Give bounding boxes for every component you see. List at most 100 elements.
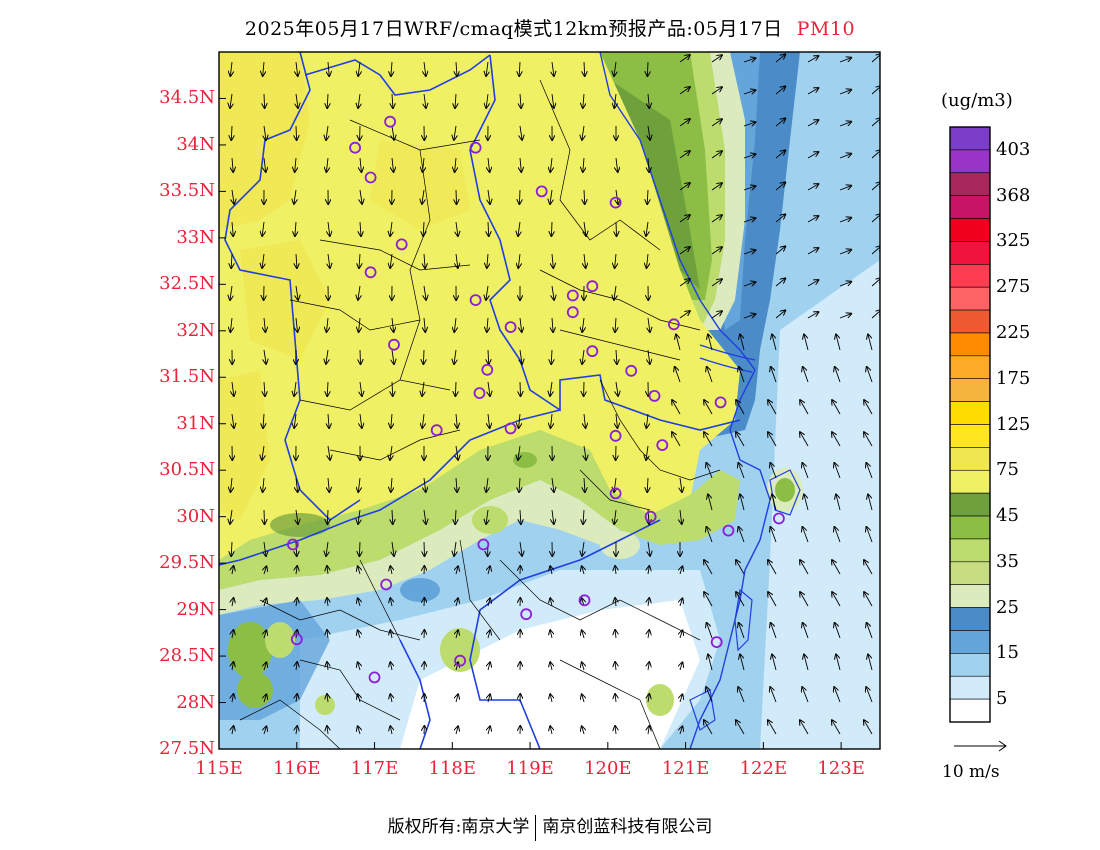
wind-arrow: [456, 253, 458, 268]
legend-bin: [949, 469, 991, 494]
wind-arrow: [679, 215, 690, 223]
legend-bin: [949, 195, 991, 219]
wind-arrow: [424, 317, 425, 332]
wind-arrow: [739, 623, 745, 639]
wind-arrow: [424, 477, 426, 492]
wind-arrow: [392, 541, 394, 556]
wind-arrow: [392, 157, 394, 172]
wind-arrow: [711, 55, 722, 63]
wind-arrow: [648, 566, 649, 575]
wind-arrow: [392, 509, 393, 524]
wind-arrow: [582, 125, 584, 140]
wind-arrow: [800, 400, 809, 415]
wind-arrow: [519, 189, 520, 204]
wind-arrow: [550, 157, 552, 172]
wind-arrow: [454, 349, 456, 364]
wind-arrow: [392, 125, 394, 140]
wind-arrow: [803, 623, 809, 639]
legend-unit: (ug/m3): [941, 90, 1013, 111]
wind-arrow: [835, 367, 841, 383]
wind-arrow: [296, 285, 298, 300]
wind-arrow: [264, 93, 265, 108]
wind-arrow: [327, 598, 328, 607]
wind-arrow: [711, 215, 722, 223]
wind-arrow: [804, 335, 809, 351]
wind-arrow: [834, 463, 841, 479]
lon-label: 117E: [350, 758, 399, 779]
wind-arrow: [358, 726, 360, 735]
wind-arrow: [326, 157, 328, 172]
wind-arrow: [743, 122, 755, 126]
wind-arrow: [424, 61, 426, 76]
lon-label: 123E: [817, 758, 865, 779]
wind-arrow: [456, 445, 458, 460]
wind-arrow: [775, 246, 785, 255]
wind-arrow: [679, 183, 690, 191]
site-marker: [454, 654, 467, 667]
site-marker: [714, 396, 727, 409]
wind-arrow: [488, 598, 490, 607]
wind-arrow: [390, 598, 392, 607]
wind-arrow: [770, 463, 777, 479]
legend-bin: [949, 264, 991, 288]
wind-arrow: [839, 90, 851, 95]
lat-label: 29.5N: [159, 552, 215, 574]
wind-arrow: [582, 694, 584, 703]
title-text: 2025年05月17日WRF/cmaq模式12km预报产品:05月17日: [244, 18, 783, 40]
legend-bin: [949, 584, 991, 608]
wind-arrow: [296, 93, 298, 108]
wind-arrow: [262, 445, 264, 460]
legend-label: 325: [996, 230, 1031, 252]
wind-arrow: [232, 157, 233, 172]
wind-arrow: [832, 432, 841, 447]
legend-bin: [949, 309, 991, 334]
wind-arrow: [775, 86, 785, 95]
wind-arrow: [736, 400, 745, 415]
legend-bin: [949, 630, 991, 654]
wind-arrow: [550, 662, 552, 671]
wind-arrow: [296, 726, 297, 735]
wind-arrow: [390, 662, 392, 671]
site-marker: [722, 524, 735, 537]
wind-arrow: [360, 349, 361, 364]
wind-arrow: [868, 655, 873, 671]
wind-arrow: [392, 349, 394, 364]
legend-bin: [949, 675, 991, 700]
site-marker: [430, 424, 443, 437]
wind-arrow: [359, 253, 360, 268]
legend-label: 15: [996, 642, 1019, 664]
wind-arrow: [864, 400, 873, 415]
wind-arrow: [743, 314, 755, 318]
wind-arrow: [358, 630, 360, 639]
site-marker: [504, 422, 517, 435]
wind-arrow: [550, 630, 552, 639]
wind-arrow: [327, 566, 328, 575]
wind-arrow: [839, 154, 851, 159]
wind-arrow: [326, 349, 328, 364]
wind-arrow: [232, 694, 234, 703]
wind-arrow: [486, 61, 488, 76]
wind-arrow: [836, 335, 841, 351]
wind-arrow: [614, 509, 616, 524]
wind-arrow: [807, 312, 818, 319]
wind-arrow: [328, 445, 330, 460]
wind-arrow: [231, 125, 232, 140]
wind-arrow: [711, 151, 722, 159]
wind-arrow: [648, 726, 649, 735]
wind-arrow: [454, 317, 456, 332]
wind-arrow: [519, 413, 520, 428]
wind-arrow: [836, 495, 841, 511]
wind-arrow: [800, 560, 809, 575]
wind-arrow: [390, 221, 392, 236]
wind-arrow: [358, 566, 360, 575]
wind-arrow: [262, 253, 264, 268]
wind-arrow: [264, 349, 266, 364]
wind-arrow: [707, 527, 713, 543]
wind-arrow: [807, 248, 818, 255]
wind-arrow: [230, 61, 232, 76]
copyright-footer: 版权所有:南京大学 南京创蓝科技有限公司: [0, 812, 1100, 841]
wind-arrow: [520, 349, 522, 364]
wind-arrow: [456, 413, 457, 428]
wind-arrow: [327, 317, 329, 332]
